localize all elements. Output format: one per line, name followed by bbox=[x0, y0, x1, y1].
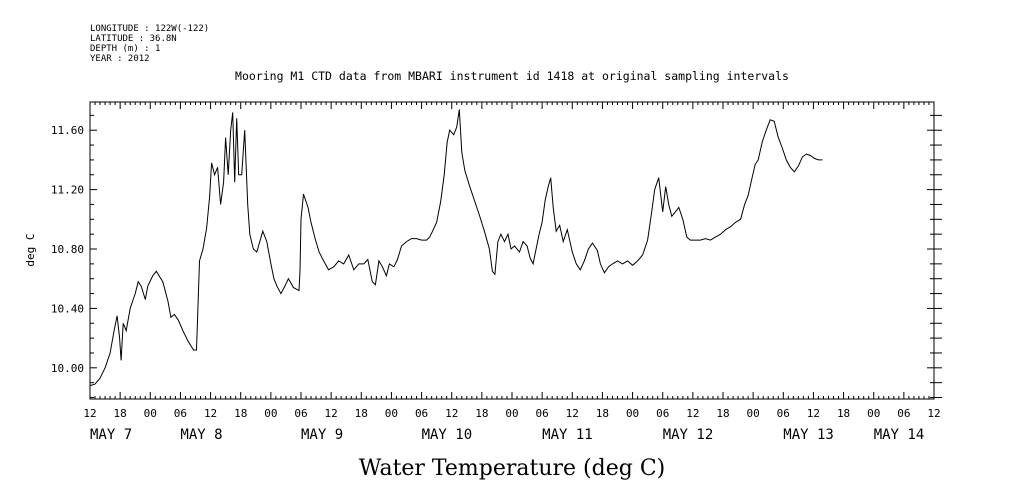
x-tick-label: 06 bbox=[174, 407, 187, 420]
x-tick-label: 00 bbox=[747, 407, 760, 420]
month-label: MAY 9 bbox=[301, 427, 343, 443]
x-tick-label: 18 bbox=[114, 407, 127, 420]
x-tick-label: 00 bbox=[144, 407, 157, 420]
info-depth: DEPTH (m) : 1 bbox=[90, 44, 160, 54]
x-tick-labels: 12 18 00 06 12 18 00 06 12 18 00 06 12 18 00 06 12 18 00 06… bbox=[83, 407, 940, 420]
x-tick-label: 12 bbox=[83, 407, 96, 420]
temperature-series-line bbox=[89, 109, 823, 387]
x-tick-label: 18 bbox=[475, 407, 488, 420]
axis-ticks bbox=[89, 102, 942, 399]
x-axis-title: Water Temperature (deg C) bbox=[359, 456, 666, 481]
y-tick-label: 11.20 bbox=[51, 184, 84, 197]
x-tick-label: 18 bbox=[837, 407, 850, 420]
x-tick-label: 12 bbox=[445, 407, 458, 420]
x-tick-label: 06 bbox=[656, 407, 669, 420]
month-label: MAY 14 bbox=[874, 427, 925, 443]
info-longitude: LONGITUDE : 122W(-122) bbox=[90, 24, 209, 34]
y-tick-label: 10.80 bbox=[51, 243, 84, 256]
chart-title: Mooring M1 CTD data from MBARI instrumen… bbox=[235, 69, 789, 83]
y-axis-label: deg C bbox=[24, 233, 37, 266]
month-labels: MAY 7 MAY 8 MAY 9 MAY 10 MAY 11 MAY 12 MAY 13 M… bbox=[90, 427, 924, 443]
x-tick-label: 00 bbox=[867, 407, 880, 420]
y-tick-labels: 10.00 10.40 10.80 11.20 11.60 bbox=[51, 124, 84, 375]
x-tick-label: 06 bbox=[536, 407, 549, 420]
month-label: MAY 10 bbox=[422, 427, 473, 443]
plot-frame bbox=[89, 101, 935, 400]
month-label: MAY 8 bbox=[180, 427, 222, 443]
info-year: YEAR : 2012 bbox=[90, 54, 150, 64]
x-tick-label: 12 bbox=[204, 407, 217, 420]
y-tick-label: 10.40 bbox=[51, 302, 84, 315]
x-tick-label: 00 bbox=[626, 407, 639, 420]
x-tick-label: 00 bbox=[385, 407, 398, 420]
x-tick-label: 12 bbox=[686, 407, 699, 420]
x-tick-label: 00 bbox=[264, 407, 277, 420]
x-tick-label: 18 bbox=[355, 407, 368, 420]
x-tick-label: 12 bbox=[807, 407, 820, 420]
x-tick-label: 12 bbox=[325, 407, 338, 420]
x-tick-label: 18 bbox=[234, 407, 247, 420]
x-tick-label: 06 bbox=[294, 407, 307, 420]
x-tick-label: 06 bbox=[897, 407, 910, 420]
month-label: MAY 7 bbox=[90, 427, 132, 443]
month-label: MAY 13 bbox=[783, 427, 834, 443]
month-label: MAY 12 bbox=[663, 427, 714, 443]
month-label: MAY 11 bbox=[542, 427, 593, 443]
x-tick-label: 18 bbox=[596, 407, 609, 420]
x-tick-label: 12 bbox=[566, 407, 579, 420]
y-tick-label: 10.00 bbox=[51, 362, 84, 375]
x-tick-label: 18 bbox=[716, 407, 729, 420]
y-tick-label: 11.60 bbox=[51, 124, 84, 137]
x-tick-label: 06 bbox=[415, 407, 428, 420]
info-latitude: LATITUDE : 36.8N bbox=[90, 34, 177, 44]
x-tick-label: 12 bbox=[927, 407, 940, 420]
x-tick-label: 06 bbox=[777, 407, 790, 420]
x-tick-label: 00 bbox=[505, 407, 518, 420]
